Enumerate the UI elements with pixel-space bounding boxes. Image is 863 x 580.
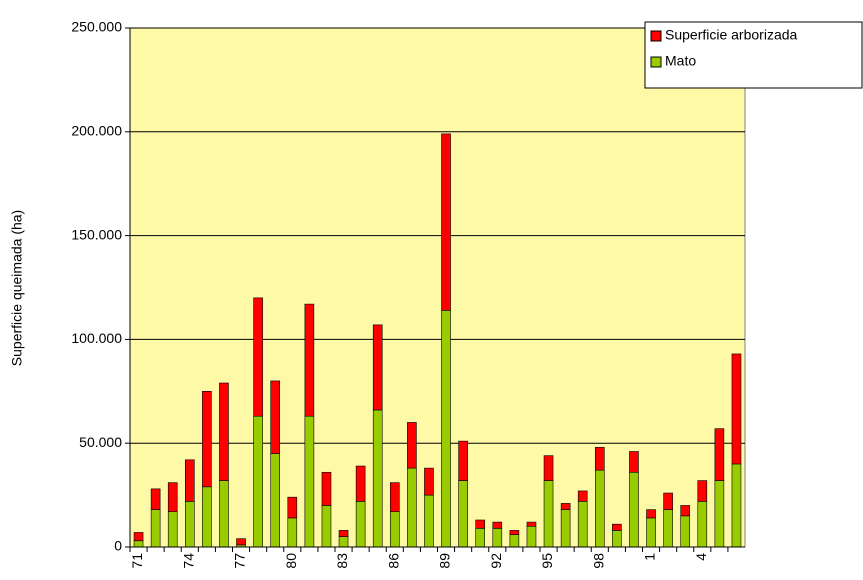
bar-segment: [697, 501, 708, 548]
bar-segment: [612, 530, 622, 548]
x-tick-label: 98: [590, 553, 606, 569]
bar-segment: [577, 490, 588, 502]
bar-segment: [304, 303, 315, 417]
plot-area: [129, 27, 746, 548]
bar-segment: [389, 482, 400, 513]
x-tick-label: 74: [180, 553, 196, 569]
bar-segment: [458, 480, 468, 548]
bar-segment: [219, 382, 229, 481]
bar-segment: [150, 488, 161, 510]
bar-segment: [543, 455, 554, 481]
x-tick-label: 1: [642, 553, 658, 561]
bar-segment: [612, 523, 622, 531]
y-tick-label: 250.000: [71, 19, 122, 35]
bar-segment: [407, 467, 417, 548]
bar-segment: [509, 530, 520, 535]
bar-segment: [560, 509, 571, 548]
bar-segment: [526, 521, 537, 527]
legend-label: Superficie arborizada: [665, 27, 798, 43]
bar-segment: [441, 310, 451, 548]
x-tick-label: 80: [283, 553, 299, 569]
bar-segment: [167, 482, 178, 513]
bar-segment: [441, 133, 451, 311]
x-tick-label: 83: [334, 553, 350, 569]
x-tick-label: 4: [693, 553, 709, 561]
x-tick-label: 77: [232, 553, 248, 569]
bar-segment: [424, 467, 434, 496]
bar-segment: [321, 505, 332, 548]
x-tick-label: 89: [437, 553, 453, 569]
bar-segment: [236, 538, 246, 546]
bar-segment: [253, 415, 263, 548]
bar-segment: [646, 517, 656, 548]
bar-segment: [184, 459, 195, 502]
bar-segment: [680, 505, 691, 517]
bar-segment: [304, 415, 315, 548]
bar-segment: [355, 465, 366, 502]
bar-segment: [338, 530, 349, 537]
bar-segment: [629, 451, 639, 473]
bar-segment: [509, 534, 520, 548]
y-axis-label: Superficie queimada (ha): [9, 210, 25, 366]
bar-segment: [133, 532, 144, 542]
bar-segment: [458, 440, 468, 481]
bar-segment: [202, 486, 212, 548]
bar-segment: [270, 453, 281, 548]
bar-segment: [714, 428, 725, 481]
bar-segment: [133, 540, 144, 548]
bar-segment: [150, 509, 161, 548]
bar-segment: [594, 469, 605, 548]
bar-segment: [663, 492, 673, 510]
bar-segment: [253, 297, 263, 417]
y-tick-label: 50.000: [79, 434, 122, 450]
x-tick-label: 92: [488, 553, 504, 569]
bar-segment: [372, 324, 383, 411]
x-tick-label: 71: [129, 553, 145, 569]
bar-segment: [407, 422, 417, 469]
y-tick-label: 150.000: [71, 226, 122, 242]
bar-segment: [372, 409, 383, 548]
x-tick-label: 95: [539, 553, 555, 569]
bar-segment: [219, 480, 229, 548]
legend-swatch: [650, 30, 662, 42]
bar-segment: [492, 521, 503, 529]
y-tick-label: 0: [114, 538, 122, 554]
bar-segment: [287, 496, 298, 519]
y-tick-label: 200.000: [71, 123, 122, 139]
y-tick-label: 100.000: [71, 330, 122, 346]
bar-segment: [526, 525, 537, 548]
bar-segment: [594, 447, 605, 471]
bar-segment: [731, 353, 742, 465]
bar-segment: [560, 503, 571, 510]
bar-segment: [663, 509, 673, 548]
x-tick-label: 86: [385, 553, 401, 569]
bar-segment: [492, 528, 503, 548]
bar-segment: [475, 519, 486, 529]
bar-segment: [355, 501, 366, 548]
bar-segment: [646, 509, 656, 519]
bar-segment: [270, 380, 281, 454]
bar-segment: [321, 471, 332, 506]
bar-segment: [167, 511, 178, 548]
bar-segment: [680, 515, 691, 548]
bar-segment: [287, 517, 298, 548]
bar-segment: [697, 480, 708, 502]
bar-segment: [184, 501, 195, 548]
bar-segment: [629, 471, 639, 548]
bar-segment: [424, 494, 434, 548]
bar-segment: [731, 463, 742, 548]
bar-segment: [543, 480, 554, 548]
bar-segment: [714, 480, 725, 548]
legend-box: [644, 21, 863, 89]
bar-segment: [389, 511, 400, 548]
legend-label: Mato: [665, 53, 696, 69]
bar-segment: [338, 536, 349, 548]
bar-segment: [577, 501, 588, 548]
bar-segment: [202, 390, 212, 488]
legend-swatch: [650, 56, 662, 68]
bar-segment: [475, 528, 486, 548]
